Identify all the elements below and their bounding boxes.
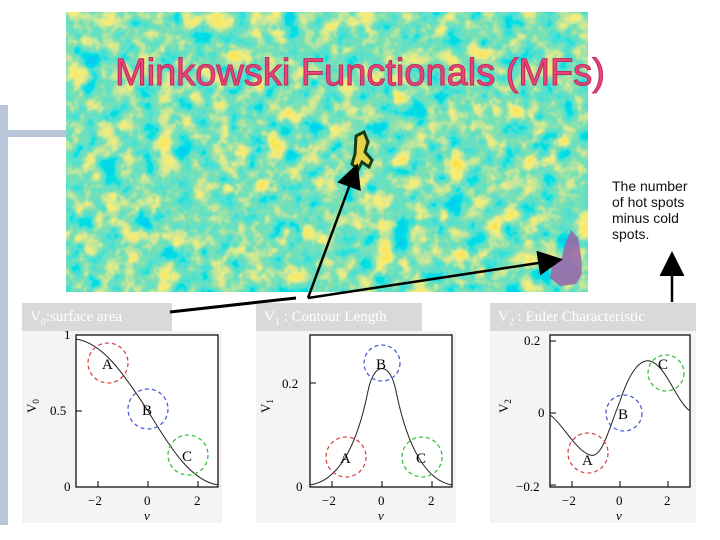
circle-label: B: [376, 357, 386, 373]
circle-c: [401, 436, 443, 478]
ylabel: V0: [24, 399, 41, 413]
xtick-label: 2: [664, 493, 671, 508]
circle-b: [363, 344, 401, 382]
plot-v1: 0.2 0 −2 0 2 ν V1 B A C: [256, 331, 456, 523]
circle-label: C: [182, 449, 192, 465]
circle-label: A: [582, 453, 593, 469]
xtick-label: 0: [378, 493, 385, 508]
circle-label: B: [618, 407, 628, 423]
annotation-note: The number of hot spots minus cold spots…: [608, 176, 706, 258]
circle-b: [605, 394, 643, 432]
circle-label: C: [416, 451, 426, 467]
xtick-label: 0: [616, 493, 623, 508]
ytick-label: −0.2: [516, 479, 540, 494]
xlabel: ν: [378, 508, 384, 523]
circle-label: C: [658, 357, 668, 373]
circle-a: [87, 342, 129, 384]
xtick-label: 0: [144, 493, 151, 508]
ylabel: V1: [258, 399, 275, 413]
circle-a: [325, 436, 367, 478]
circle-c: [167, 434, 209, 476]
xtick-label: −2: [562, 493, 576, 508]
plot-v2: 0.2 0 −0.2 −2 0 2 ν V2 C B A: [490, 331, 696, 523]
hot-spot-outline: [350, 129, 374, 173]
panel-label-v2: V2 : Euler Characteristic: [490, 303, 696, 331]
ytick-label: 0: [64, 479, 71, 494]
ylabel: V2: [496, 399, 513, 413]
ytick-label: 0.2: [282, 376, 298, 391]
circle-a: [567, 432, 609, 474]
xtick-label: 2: [194, 493, 201, 508]
decorative-bar-left: [0, 105, 8, 525]
plot-v0: 1 0.5 0 −2 0 2 ν V0 A B C: [22, 331, 222, 523]
curve-v0: [75, 338, 219, 486]
slide-title: Minkowski Functionals (MFs): [115, 52, 606, 95]
circle-label: A: [340, 451, 351, 467]
panel-label-v1: V1 : Contour Length: [256, 303, 422, 331]
ytick-label: 0: [296, 479, 303, 494]
circle-label: B: [142, 403, 152, 419]
panel-label-v0: V0:surface area: [22, 303, 172, 331]
circle-label: A: [102, 357, 113, 373]
xlabel: ν: [616, 508, 622, 523]
xlabel: ν: [144, 508, 150, 523]
ytick-label: 0: [538, 405, 545, 420]
ytick-label: 1: [64, 331, 71, 342]
circle-c: [647, 354, 685, 392]
xtick-label: −2: [322, 493, 336, 508]
xtick-label: −2: [88, 493, 102, 508]
ytick-label: 0.2: [524, 333, 540, 348]
curve-v1: [309, 368, 453, 486]
ytick-label: 0.5: [50, 403, 66, 418]
curve-v2: [549, 360, 691, 456]
decorative-bar-top: [8, 130, 70, 137]
xtick-label: 2: [428, 493, 435, 508]
circle-b: [127, 388, 169, 430]
